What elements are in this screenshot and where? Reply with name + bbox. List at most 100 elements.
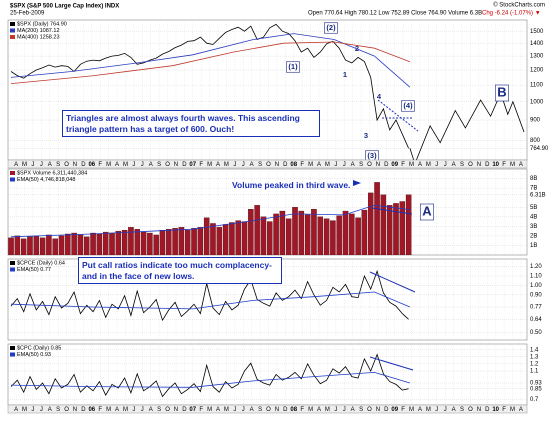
y-tick-label: 1300 [530,54,544,60]
bar [279,210,286,255]
x-tick-label: S [56,162,60,168]
bar [20,238,27,255]
x-tick-label: A [216,162,220,168]
trend-line [369,271,416,293]
bar [374,182,380,255]
legend-label: MA(200) 1087.12 [17,28,60,34]
bar [254,205,260,255]
y-tick-label: 1100 [530,83,544,89]
x-tick-label: 06 [88,162,95,168]
bar [58,235,65,255]
bar [140,231,147,255]
annotation: 4 [377,92,382,101]
x-tick-label: J [334,407,337,413]
x-tick-label: O [266,407,271,413]
y-tick-label: 1.4 [530,347,539,353]
x-tick-label: M [409,162,414,168]
bar [210,223,216,255]
x-tick-label: A [351,407,355,413]
legend-swatch [10,171,15,175]
bar [330,220,336,255]
y-tick-label: 1.20 [530,264,542,270]
bar [229,222,235,255]
x-tick-label: J [343,407,346,413]
bar [102,231,109,255]
x-tick-label: A [216,407,220,413]
x-tick-label: 10 [492,407,499,413]
x-tick-label: J [343,162,346,168]
x-tick-label: 10 [492,162,499,168]
x-tick-label: A [452,162,456,168]
bar [178,227,185,255]
legend-label: MA(400) 1258.23 [17,34,60,40]
y-tick-label: 1.00 [530,283,542,289]
x-tick-label: J [31,407,34,413]
x-tick-label: F [401,162,405,168]
y-tick-label: 3B [530,224,537,230]
credit: © StockCharts.com [493,2,545,9]
bar [8,237,14,255]
x-tick-label: M [224,162,229,168]
bar [134,229,140,255]
x-tick-label: D [283,407,288,413]
bar [267,221,273,255]
line [10,269,409,322]
trend-line [371,207,413,215]
x-tick-label: J [132,407,135,413]
legend-label: EMA(50) 0.93 [17,352,51,358]
line [409,92,525,160]
y-tick-label: 0.64 [530,317,542,323]
bar [121,230,128,255]
x-tick-label: F [300,407,304,413]
x-tick-label: 09 [391,407,398,413]
bar [14,235,21,255]
bar [197,227,204,255]
y-tick-label: 6.31B [530,192,546,198]
bar [248,208,254,255]
y-tick-label: 1200 [530,68,544,74]
x-tick-label: F [98,407,102,413]
bar [46,234,52,255]
bar [399,201,406,255]
annotation-box [420,203,434,221]
line [10,33,411,88]
chart-title: $SPX (S&P 500 Large Cap Index) INDX [10,4,119,10]
annotation: 1 [343,70,347,79]
x-tick-label: M [207,407,212,413]
trend-line [369,356,414,371]
line [10,371,411,388]
y-tick-label: 900 [530,118,541,124]
y-tick-label: 800 [530,138,541,144]
x-tick-label: A [418,407,422,413]
line [10,41,411,84]
annotation: Triangles are almost always fourth waves… [62,110,320,138]
x-tick-label: O [468,407,473,413]
y-tick-label: 764.90 [530,146,549,152]
x-tick-label: M [325,162,330,168]
bar [292,207,298,255]
bar [90,232,96,255]
legend-label: $CPC (Daily) 0.85 [17,345,61,351]
bar [128,227,134,255]
x-tick-label: S [157,407,161,413]
legend-swatch [10,28,15,33]
bar [191,228,197,255]
y-tick-label: 1500 [530,29,544,35]
annotation-box [286,61,300,73]
x-tick-label: J [233,162,236,168]
x-tick-label: F [98,162,102,168]
annotation: (4) [403,101,413,110]
annotation-box [324,22,338,34]
bar [27,236,33,255]
y-tick-label: 0.90 [530,292,542,298]
legend-label: EMA(50) 0.77 [17,267,51,273]
y-tick-label: 1.1 [530,369,539,375]
bar [361,209,368,255]
annotation: 2 [355,44,359,53]
legend-swatch [10,177,15,182]
x-tick-label: O [64,162,69,168]
y-tick-label: 4B [530,214,537,220]
x-tick-label: M [308,407,313,413]
bar [166,229,172,255]
